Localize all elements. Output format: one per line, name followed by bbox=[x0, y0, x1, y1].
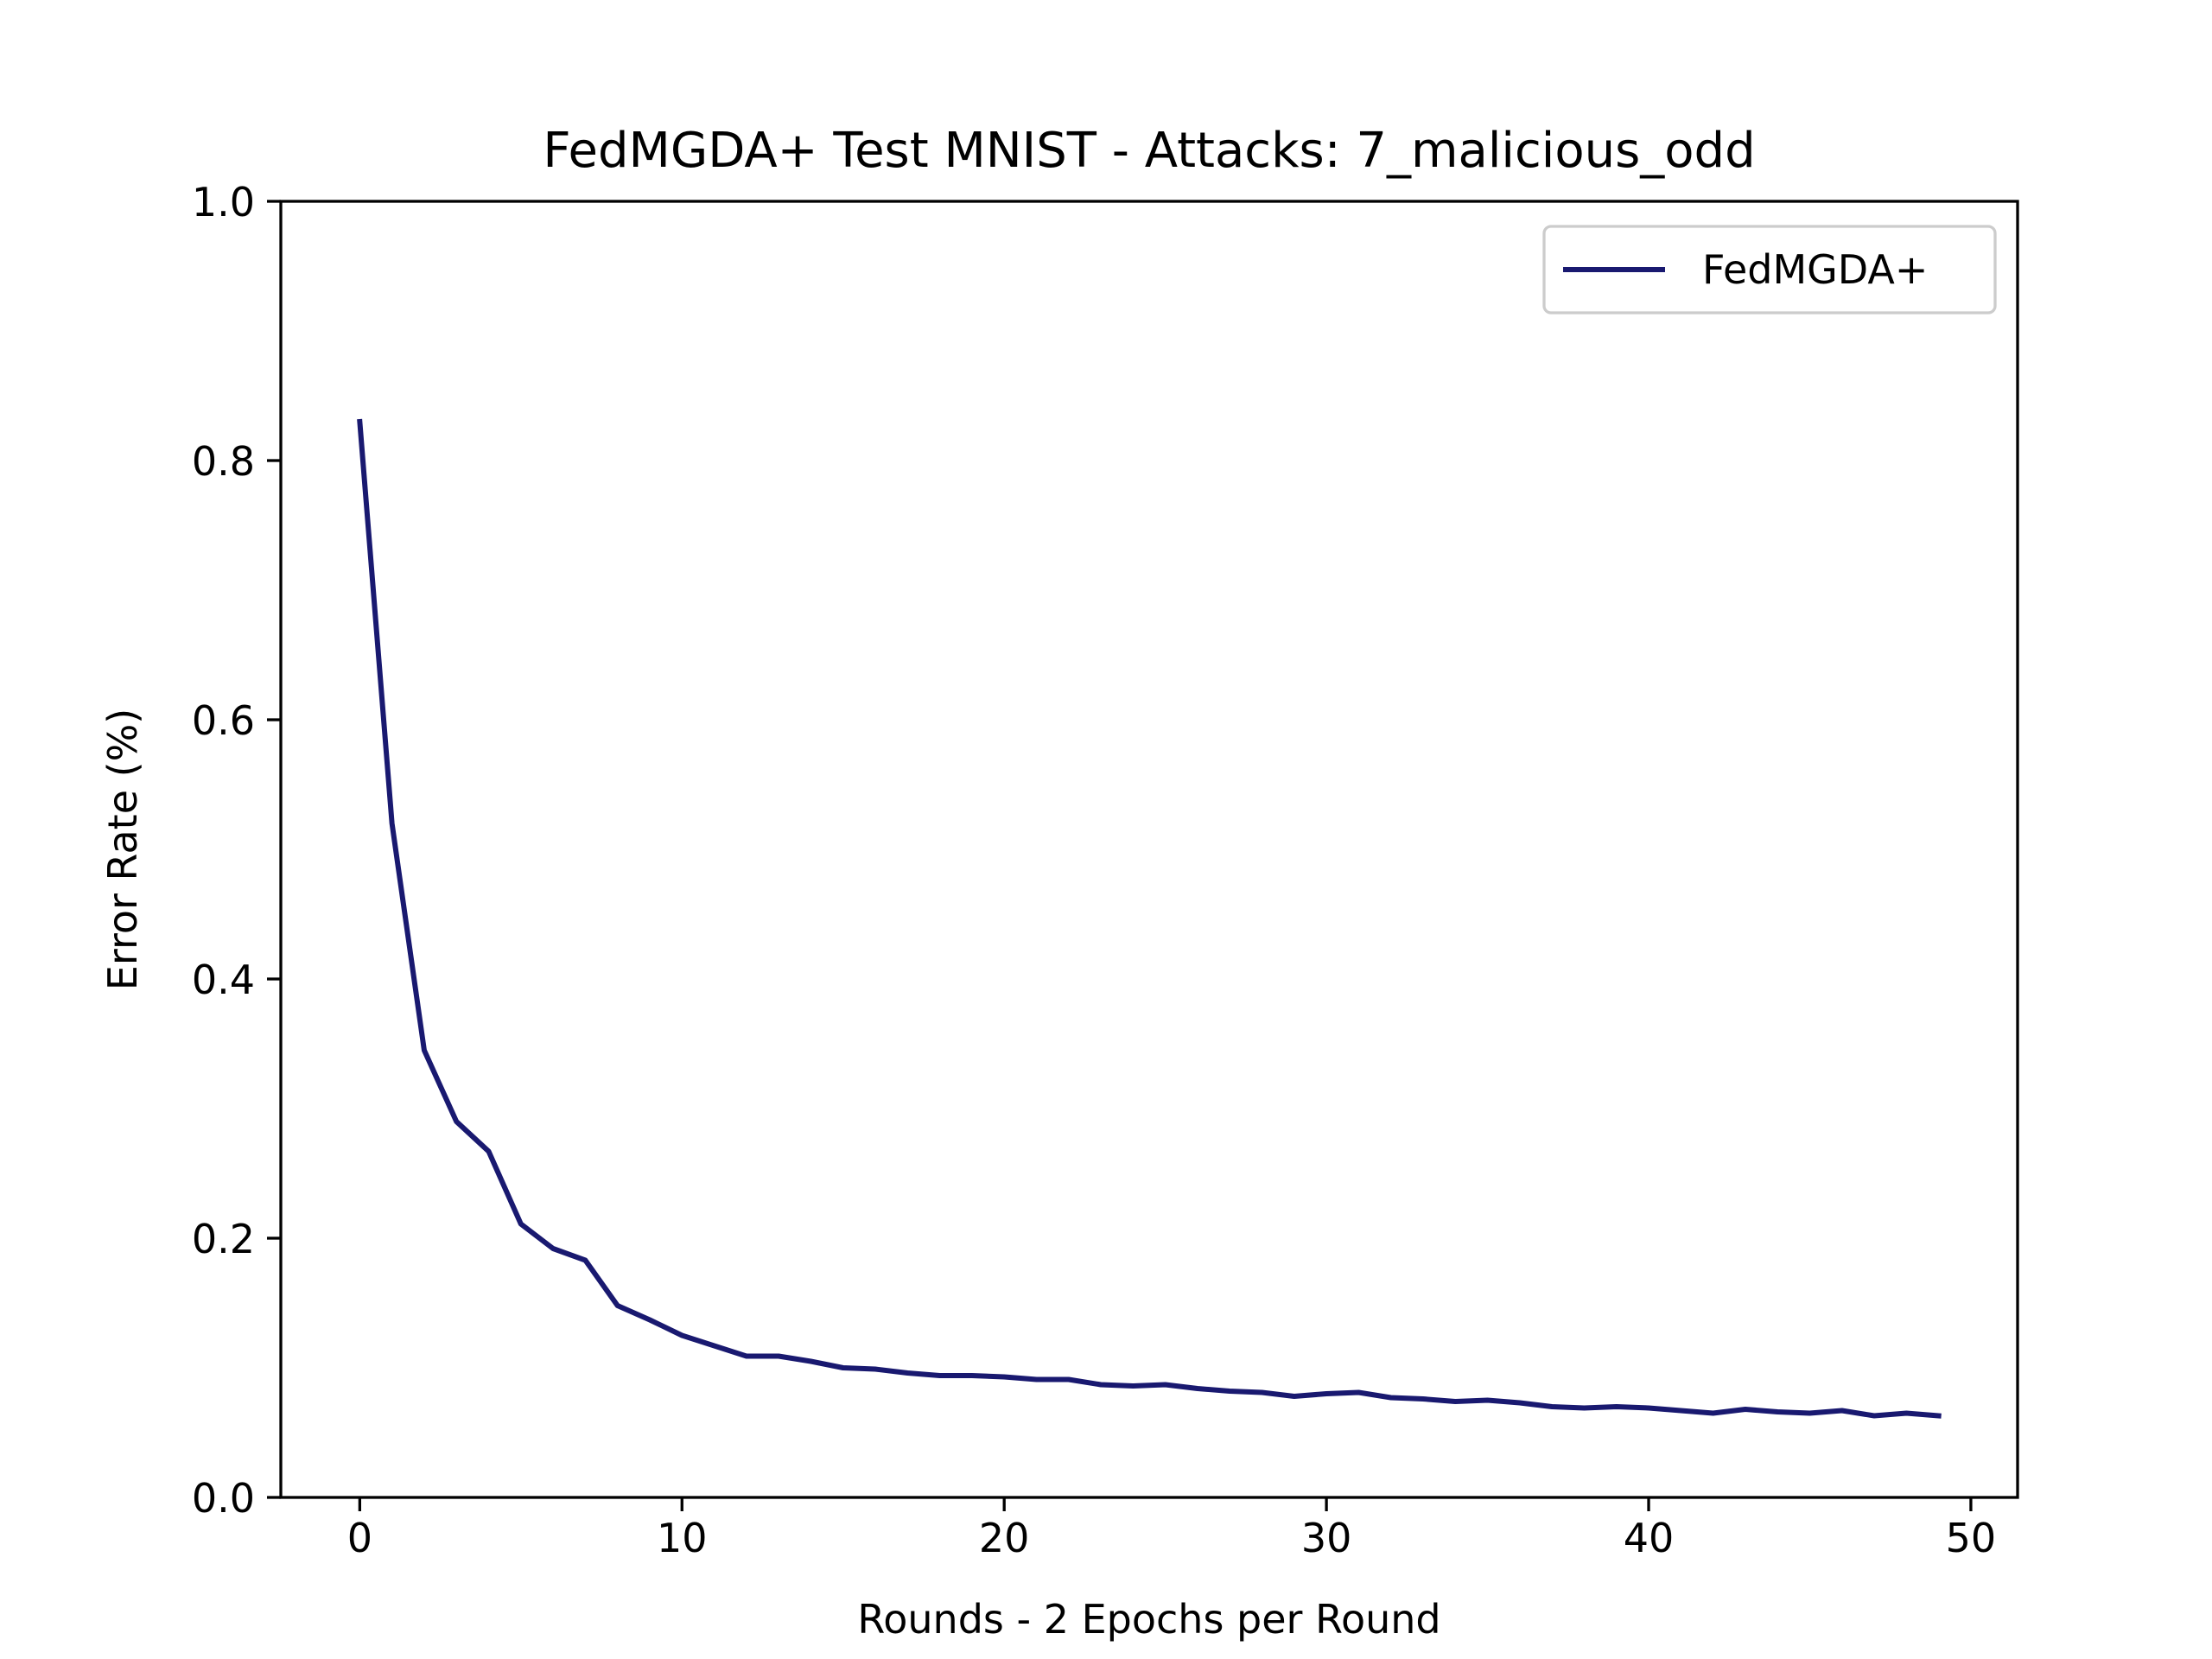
legend-label: FedMGDA+ bbox=[1702, 246, 1928, 293]
y-tick-label: 0.2 bbox=[192, 1216, 255, 1262]
y-tick-label: 0.8 bbox=[192, 438, 255, 485]
x-tick-label: 40 bbox=[1624, 1515, 1675, 1561]
y-tick-label: 0.6 bbox=[192, 697, 255, 744]
chart-title: FedMGDA+ Test MNIST - Attacks: 7_malicio… bbox=[543, 123, 1755, 179]
x-tick-label: 30 bbox=[1301, 1515, 1352, 1561]
y-tick-label: 1.0 bbox=[192, 179, 255, 226]
x-tick-label: 50 bbox=[1946, 1515, 1997, 1561]
x-axis-label: Rounds - 2 Epochs per Round bbox=[857, 1596, 1440, 1643]
x-tick-label: 10 bbox=[657, 1515, 708, 1561]
x-tick-label: 0 bbox=[347, 1515, 372, 1561]
y-tick-label: 0.4 bbox=[192, 957, 255, 1003]
legend-box bbox=[1542, 225, 1997, 315]
legend: FedMGDA+ bbox=[1542, 225, 1997, 315]
y-tick-label: 0.0 bbox=[192, 1475, 255, 1522]
axes-frame bbox=[279, 200, 2019, 1499]
plot-area: 0 10 20 30 40 50 0.0 0.2 0.4 0.6 0.8 1.0 bbox=[192, 179, 2019, 1561]
x-tick-label: 20 bbox=[979, 1515, 1030, 1561]
y-axis-label: Error Rate (%) bbox=[99, 709, 146, 990]
series-line-fedmgda- bbox=[357, 418, 1942, 1419]
